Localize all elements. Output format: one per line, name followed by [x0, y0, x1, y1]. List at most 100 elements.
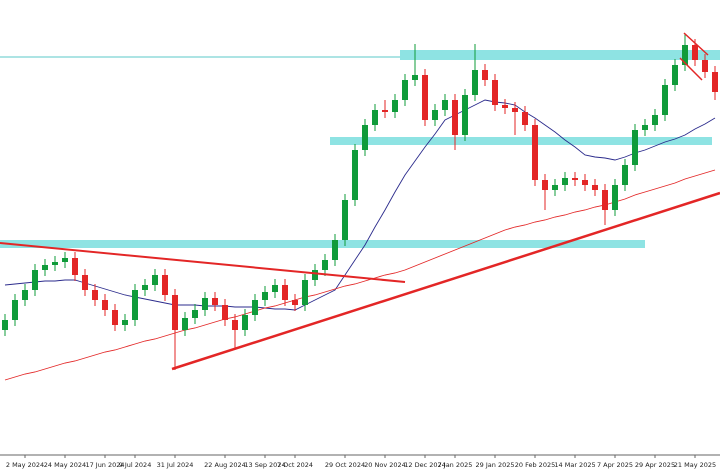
candle-body — [602, 190, 608, 210]
candle-body — [622, 165, 628, 185]
x-tick-label: 7 Jan 2025 — [438, 461, 473, 469]
candle-body — [122, 320, 128, 325]
candle-body — [702, 60, 708, 72]
candle-body — [642, 125, 648, 130]
moving-average — [4, 99, 716, 311]
candle-body — [392, 100, 398, 112]
x-tick-label: 9 Jul 2024 — [119, 461, 152, 469]
candle-body — [272, 285, 278, 292]
candle-body — [632, 130, 638, 165]
candle-body — [312, 270, 318, 280]
candle-body — [82, 275, 88, 290]
candle-body — [572, 178, 578, 180]
candle-body — [92, 290, 98, 300]
candle-body — [112, 310, 118, 325]
candle-body — [512, 108, 518, 112]
candle-body — [242, 315, 248, 330]
candle-body — [712, 72, 718, 92]
candle-body — [212, 298, 218, 305]
candle-body — [502, 105, 508, 108]
moving-average — [4, 169, 716, 381]
candle-body — [672, 65, 678, 85]
candle-body — [412, 75, 418, 80]
candle-body — [352, 150, 358, 200]
candle-body — [72, 258, 78, 275]
candle-body — [2, 320, 8, 330]
resistance-zone — [400, 50, 720, 60]
x-tick-label: 29 Jan 2025 — [476, 461, 515, 469]
candle-body — [652, 115, 658, 125]
candle-body — [442, 100, 448, 110]
x-tick-label: 29 Oct 2024 — [325, 461, 365, 469]
candle-body — [362, 125, 368, 150]
candle-body — [52, 262, 58, 265]
x-tick-label: 7 Oct 2024 — [277, 461, 313, 469]
candle-body — [462, 95, 468, 135]
candle-body — [232, 320, 238, 330]
candle-body — [202, 298, 208, 310]
candle-body — [402, 80, 408, 100]
x-tick-label: 20 Nov 2024 — [364, 461, 406, 469]
candle-body — [492, 80, 498, 105]
support-zone — [0, 240, 645, 248]
candle-body — [102, 300, 108, 310]
candle-body — [582, 180, 588, 185]
candle-body — [342, 200, 348, 240]
candle-body — [532, 125, 538, 180]
candle-body — [182, 318, 188, 330]
support-zone — [330, 137, 712, 145]
flag-line — [679, 57, 703, 81]
candle-body — [172, 295, 178, 330]
candle-body — [322, 260, 328, 270]
x-tick-label: 22 Aug 2024 — [204, 461, 246, 469]
x-tick-label: 24 May 2024 — [44, 461, 86, 469]
candle-body — [422, 75, 428, 120]
candle-body — [192, 310, 198, 318]
candle-body — [552, 185, 558, 190]
candle-body — [292, 300, 298, 305]
candle-body — [452, 100, 458, 135]
candle-body — [592, 185, 598, 190]
candle-body — [132, 290, 138, 320]
candle-body — [32, 270, 38, 290]
x-tick-label: 7 Apr 2025 — [597, 461, 633, 469]
candle-body — [692, 45, 698, 60]
candle-body — [222, 305, 228, 320]
candle-body — [482, 70, 488, 80]
candle-body — [42, 265, 48, 270]
candle-body — [332, 240, 338, 260]
candle-body — [542, 180, 548, 190]
candle-body — [662, 85, 668, 115]
candle-body — [282, 285, 288, 300]
candle-body — [472, 70, 478, 95]
trend-line — [171, 191, 720, 371]
x-tick-label: 21 May 2025 — [674, 461, 716, 469]
candle-body — [612, 185, 618, 210]
candle-body — [12, 300, 18, 320]
x-tick-label: 2 May 2024 — [6, 461, 44, 469]
candle-body — [382, 110, 388, 112]
candle-body — [682, 45, 688, 65]
x-tick-label: 29 Apr 2025 — [635, 461, 675, 469]
candle-body — [432, 110, 438, 120]
candle-body — [142, 285, 148, 290]
x-tick-label: 13 Sep 2024 — [244, 461, 285, 469]
plot-area — [2, 34, 718, 381]
candle-body — [22, 290, 28, 300]
candle-body — [162, 275, 168, 295]
flag-line — [683, 32, 709, 56]
candle-body — [302, 280, 308, 305]
x-tick-label: 14 Mar 2025 — [554, 461, 595, 469]
candle-body — [262, 292, 268, 300]
x-tick-label: 12 Dec 2024 — [404, 461, 446, 469]
candle-body — [152, 275, 158, 285]
candle-body — [562, 178, 568, 185]
candle-body — [522, 112, 528, 125]
candle-body — [62, 258, 68, 262]
x-tick-label: 31 Jul 2024 — [157, 461, 194, 469]
x-tick-label: 17 Jun 2024 — [85, 461, 124, 469]
x-tick-label: 20 Feb 2025 — [515, 461, 555, 469]
